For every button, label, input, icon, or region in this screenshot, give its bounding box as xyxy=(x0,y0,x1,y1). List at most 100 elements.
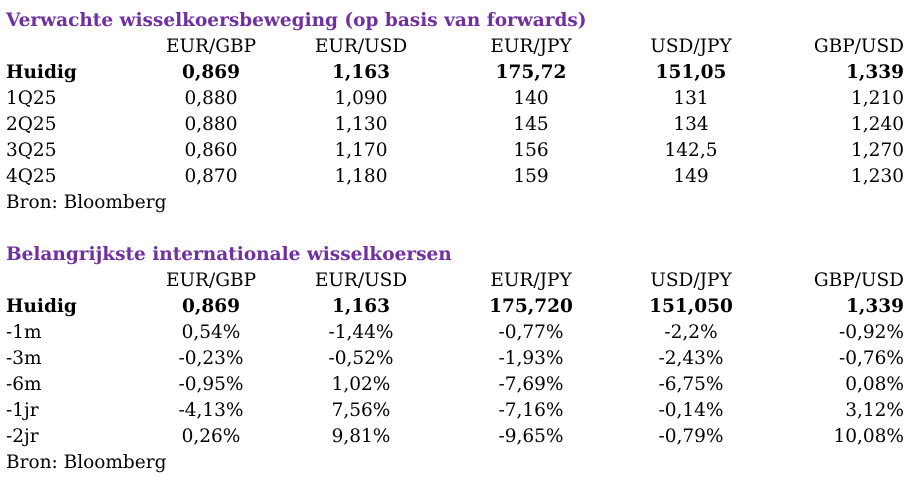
cell-value: 1,270 xyxy=(851,140,904,161)
cell-value: -0,23% xyxy=(178,348,244,369)
cell-value: 145 xyxy=(513,114,549,135)
column-header: USD/JPY xyxy=(650,270,732,291)
cell-value: 1,180 xyxy=(334,166,388,187)
row-label: 2Q25 xyxy=(6,114,57,135)
table-header-row: EUR/GBP EUR/USD EUR/JPY USD/JPY GBP/USD xyxy=(6,34,906,60)
cell-value: 1,210 xyxy=(851,88,904,109)
forward-expectations-table: EUR/GBP EUR/USD EUR/JPY USD/JPY GBP/USD … xyxy=(6,34,906,190)
cell-value: 3,12% xyxy=(845,400,904,421)
cell-value: 159 xyxy=(513,166,549,187)
column-header: USD/JPY xyxy=(650,36,732,57)
cell-value: 1,090 xyxy=(334,88,388,109)
cell-value: 0,08% xyxy=(845,374,904,395)
row-label: 3Q25 xyxy=(6,140,57,161)
column-header: EUR/USD xyxy=(314,36,408,57)
column-header: EUR/GBP xyxy=(165,36,257,57)
row-label: -6m xyxy=(6,374,42,395)
cell-value: 175,720 xyxy=(489,296,573,317)
section-title: Verwachte wisselkoersbeweging (op basis … xyxy=(6,10,587,31)
cell-value: -2,2% xyxy=(664,322,718,343)
exchange-rates-table: EUR/GBP EUR/USD EUR/JPY USD/JPY GBP/USD … xyxy=(6,268,906,450)
cell-value: 1,230 xyxy=(851,166,904,187)
cell-value: 0,26% xyxy=(181,426,241,447)
cell-value: -0,95% xyxy=(178,374,244,395)
column-header: EUR/JPY xyxy=(490,36,572,57)
table-row-current: Huidig 0,869 1,163 175,720 151,050 1,339 xyxy=(6,294,906,320)
cell-value: 0,54% xyxy=(181,322,241,343)
cell-value: 1,130 xyxy=(334,114,388,135)
header-empty xyxy=(6,34,146,60)
table-row: -1jr -4,13% 7,56% -7,16% -0,14% 3,12% xyxy=(6,398,906,424)
table-row: -1m 0,54% -1,44% -0,77% -2,2% -0,92% xyxy=(6,320,906,346)
row-label: -1m xyxy=(6,322,42,343)
table-header-row: EUR/GBP EUR/USD EUR/JPY USD/JPY GBP/USD xyxy=(6,268,906,294)
cell-value: -0,92% xyxy=(838,322,904,343)
column-header: EUR/GBP xyxy=(165,270,257,291)
row-label: -3m xyxy=(6,348,42,369)
exchange-rates-section: Belangrijkste internationale wisselkoers… xyxy=(6,242,913,476)
cell-value: 151,05 xyxy=(655,62,727,83)
cell-value: 140 xyxy=(513,88,549,109)
cell-value: -6,75% xyxy=(658,374,724,395)
cell-value: 1,240 xyxy=(851,114,904,135)
column-header: EUR/JPY xyxy=(490,270,572,291)
cell-value: 1,163 xyxy=(332,296,390,317)
row-label: 1Q25 xyxy=(6,88,57,109)
table-row: -6m -0,95% 1,02% -7,69% -6,75% 0,08% xyxy=(6,372,906,398)
cell-value: -0,14% xyxy=(658,400,724,421)
column-header: GBP/USD xyxy=(813,270,904,291)
cell-value: -0,52% xyxy=(328,348,394,369)
row-label: Huidig xyxy=(6,296,77,317)
cell-value: 1,339 xyxy=(846,296,904,317)
cell-value: 1,02% xyxy=(331,374,391,395)
cell-value: -0,77% xyxy=(498,322,564,343)
cell-value: 142,5 xyxy=(664,140,718,161)
cell-value: 131 xyxy=(673,88,709,109)
cell-value: -2,43% xyxy=(658,348,724,369)
cell-value: 0,860 xyxy=(184,140,238,161)
table-row: 2Q25 0,880 1,130 145 134 1,240 xyxy=(6,112,906,138)
source-note: Bron: Bloomberg xyxy=(6,192,167,213)
section-title: Belangrijkste internationale wisselkoers… xyxy=(6,244,452,265)
cell-value: -7,69% xyxy=(498,374,564,395)
cell-value: -9,65% xyxy=(498,426,564,447)
cell-value: 134 xyxy=(673,114,709,135)
cell-value: 0,880 xyxy=(184,88,238,109)
cell-value: 1,163 xyxy=(332,62,390,83)
cell-value: 0,869 xyxy=(182,296,240,317)
table-row: -3m -0,23% -0,52% -1,93% -2,43% -0,76% xyxy=(6,346,906,372)
table-row: 4Q25 0,870 1,180 159 149 1,230 xyxy=(6,164,906,190)
cell-value: 0,869 xyxy=(182,62,240,83)
table-row: -2jr 0,26% 9,81% -9,65% -0,79% 10,08% xyxy=(6,424,906,450)
header-empty xyxy=(6,268,146,294)
row-label: Huidig xyxy=(6,62,77,83)
cell-value: 0,880 xyxy=(184,114,238,135)
cell-value: -0,79% xyxy=(658,426,724,447)
table-row: 1Q25 0,880 1,090 140 131 1,210 xyxy=(6,86,906,112)
column-header: GBP/USD xyxy=(813,36,904,57)
cell-value: 151,050 xyxy=(649,296,733,317)
source-note: Bron: Bloomberg xyxy=(6,452,167,473)
cell-value: 149 xyxy=(673,166,709,187)
table-row-current: Huidig 0,869 1,163 175,72 151,05 1,339 xyxy=(6,60,906,86)
page: Verwachte wisselkoersbeweging (op basis … xyxy=(0,8,913,489)
table-row: 3Q25 0,860 1,170 156 142,5 1,270 xyxy=(6,138,906,164)
row-label: -1jr xyxy=(6,400,39,421)
cell-value: 7,56% xyxy=(331,400,391,421)
cell-value: 10,08% xyxy=(833,426,904,447)
row-label: 4Q25 xyxy=(6,166,57,187)
cell-value: 1,170 xyxy=(334,140,388,161)
row-label: -2jr xyxy=(6,426,39,447)
cell-value: -0,76% xyxy=(838,348,904,369)
cell-value: 156 xyxy=(513,140,549,161)
cell-value: -7,16% xyxy=(498,400,564,421)
cell-value: 9,81% xyxy=(331,426,391,447)
cell-value: 0,870 xyxy=(184,166,238,187)
cell-value: -1,93% xyxy=(498,348,564,369)
column-header: EUR/USD xyxy=(314,270,408,291)
cell-value: -4,13% xyxy=(178,400,244,421)
cell-value: 175,72 xyxy=(495,62,567,83)
cell-value: 1,339 xyxy=(846,62,904,83)
cell-value: -1,44% xyxy=(328,322,394,343)
forward-expectations-section: Verwachte wisselkoersbeweging (op basis … xyxy=(6,8,913,216)
